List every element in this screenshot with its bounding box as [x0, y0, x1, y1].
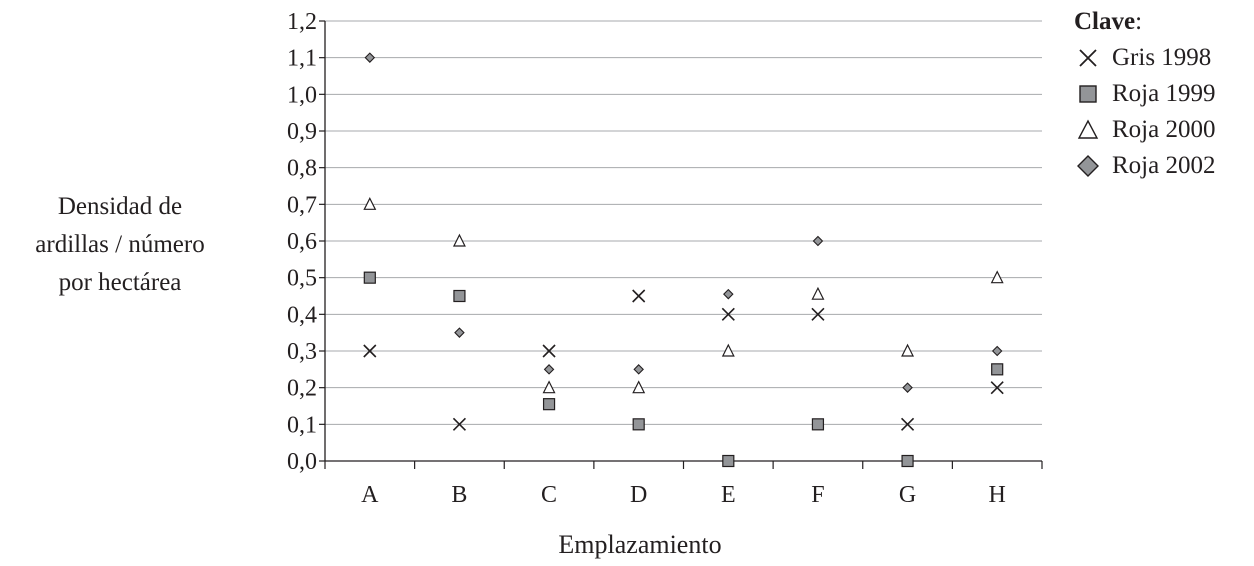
y-tick-label: 0,3: [287, 339, 317, 365]
y-axis-label-line: ardillas / número: [35, 231, 205, 258]
x-axis: A B C D E F G H: [324, 460, 1043, 508]
legend-label: Roja 2000: [1112, 116, 1216, 143]
point-gris-1998: [363, 344, 377, 358]
point-roja-1999: [453, 289, 466, 303]
point-roja-2002: [543, 364, 555, 375]
point-gris-1998: [721, 307, 735, 321]
point-roja-1999: [632, 418, 645, 431]
point-roja-2000: [363, 196, 377, 210]
point-roja-2000: [901, 343, 915, 357]
triangle-marker-icon: [1077, 119, 1099, 139]
y-axis: 0,0 0,1 0,2 0,3 0,4 0,5 0,6 0,7 0,8 0,9 1,0 1,1 1,2: [287, 9, 326, 475]
legend-label: Roja 2002: [1112, 152, 1216, 179]
y-tick-label: 0,6: [287, 229, 317, 255]
point-roja-1999: [901, 454, 914, 468]
point-gris-1998: [900, 417, 915, 431]
point-roja-2002: [633, 364, 644, 375]
y-tick-label: 0,5: [287, 266, 317, 292]
point-roja-1999: [542, 398, 556, 411]
point-roja-2000: [811, 286, 825, 300]
point-roja-2002: [454, 327, 465, 338]
legend-label: Roja 1999: [1112, 80, 1216, 107]
point-gris-1998: [542, 344, 556, 358]
y-tick-label: 0,2: [287, 376, 317, 402]
point-roja-1999: [991, 363, 1004, 376]
legend-item-roja-2000: Roja 2000: [1074, 112, 1215, 148]
y-tick-label: 0,1: [287, 412, 317, 438]
point-roja-2002: [991, 345, 1003, 357]
y-axis-label-line: por hectárea: [58, 269, 182, 296]
y-tick-label: 1,1: [287, 46, 317, 72]
y-axis-label-line: Densidad de: [57, 193, 183, 220]
legend-title: Clave:: [1074, 8, 1143, 35]
point-roja-1999: [363, 271, 376, 284]
square-marker-icon: [1079, 85, 1097, 103]
point-roja-2000: [990, 270, 1004, 284]
x-tick-label: E: [721, 482, 736, 508]
legend: Clave: Gris 1998 Roja 1999 Roja 2000 Roj…: [1074, 4, 1215, 184]
cross-marker-icon: [1079, 49, 1097, 67]
point-gris-1998: [452, 417, 467, 431]
y-tick-label: 0,4: [287, 302, 317, 328]
point-roja-2000: [542, 380, 556, 394]
y-tick-label: 0,8: [287, 156, 317, 182]
x-tick-label: C: [541, 482, 557, 508]
data-points: [363, 52, 1004, 468]
y-tick-label: 0,9: [287, 119, 317, 145]
point-roja-2002: [812, 235, 824, 247]
x-tick-label: D: [630, 482, 647, 508]
legend-item-gris-1998: Gris 1998: [1074, 40, 1215, 76]
diamond-marker-icon: [1077, 155, 1099, 177]
grid-lines: [325, 20, 1042, 425]
point-roja-2000: [721, 343, 735, 357]
legend-item-roja-2002: Roja 2002: [1074, 148, 1215, 184]
point-roja-1999: [722, 454, 735, 468]
x-tick-label: H: [989, 482, 1006, 508]
point-roja-1999: [811, 418, 825, 431]
x-tick-label: F: [811, 482, 824, 508]
x-tick-label: B: [451, 482, 467, 508]
y-tick-label: 1,2: [287, 9, 317, 35]
point-gris-1998: [811, 307, 825, 321]
point-roja-2002: [364, 52, 376, 63]
point-roja-2002: [723, 288, 734, 300]
y-axis-label: Densidad de ardillas / número por hectár…: [0, 188, 240, 302]
point-roja-2002: [902, 382, 913, 393]
y-tick-label: 0,7: [287, 192, 317, 218]
legend-item-roja-1999: Roja 1999: [1074, 76, 1215, 112]
legend-label: Gris 1998: [1112, 44, 1212, 71]
legend-title-text: Clave: [1074, 8, 1136, 35]
x-tick-label: G: [899, 482, 916, 508]
point-gris-1998: [990, 381, 1004, 395]
point-roja-2000: [452, 233, 466, 247]
y-tick-label: 0,0: [287, 449, 317, 475]
y-tick-label: 1,0: [287, 82, 317, 108]
point-gris-1998: [632, 289, 646, 303]
x-tick-label: A: [361, 482, 379, 508]
point-roja-2000: [632, 380, 646, 394]
x-axis-label: Emplazamiento: [558, 530, 722, 559]
